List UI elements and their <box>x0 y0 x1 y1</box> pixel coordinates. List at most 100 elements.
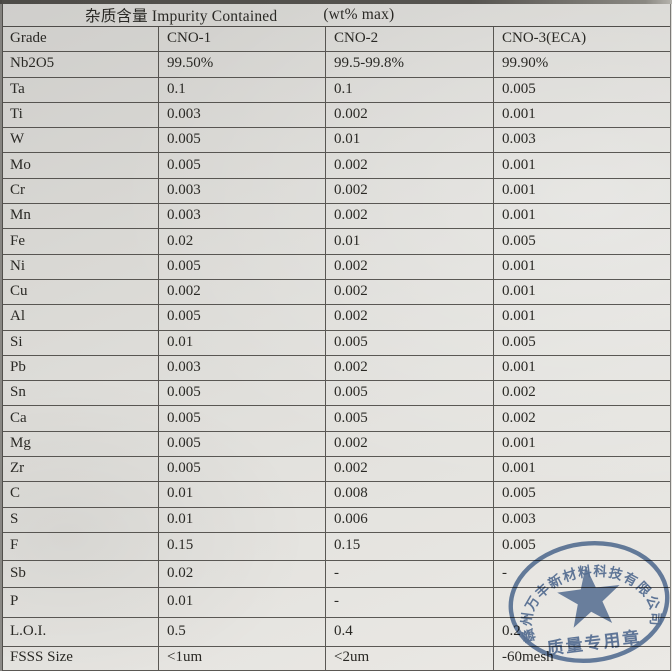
table-row-cell: 0.003 <box>494 128 670 154</box>
table-row-cell: Zr <box>3 457 159 483</box>
table-row-cell: 0.002 <box>326 178 494 205</box>
table-row-cell: 0.15 <box>326 532 494 561</box>
header-cell: Grade <box>3 27 159 53</box>
table-row-cell: Ni <box>3 254 159 280</box>
table-row-cell: 0.001 <box>494 305 670 331</box>
table-row-cell: 0.005 <box>159 305 326 331</box>
table-unit-label: (wt% max) <box>323 6 395 23</box>
table-row-cell: 0.005 <box>494 229 670 255</box>
table-row-cell: 0.002 <box>494 406 670 432</box>
table-row-cell: Cu <box>3 279 159 306</box>
table-row-cell: 0.002 <box>326 355 494 382</box>
table-row-cell: <1um <box>159 646 326 671</box>
table-row-cell: 0.002 <box>159 279 326 306</box>
table-row-cell: - <box>326 587 494 618</box>
table-row-cell: Ti <box>3 102 159 129</box>
table-row-cell: 0.003 <box>159 102 326 129</box>
table-row-cell: Si <box>3 330 159 356</box>
table-row-cell: Ca <box>3 406 159 432</box>
impurity-table: 杂质含量 Impurity Contained (wt% max) Grade C… <box>2 4 671 671</box>
table-row-cell: 99.5-99.8% <box>326 52 494 78</box>
table-row-cell: 0.002 <box>326 457 494 483</box>
table-row-cell: 0.003 <box>159 355 326 382</box>
table-row-cell: Sb <box>3 560 159 588</box>
table-row-cell: Ta <box>3 77 159 103</box>
table-row-cell: 0.008 <box>326 482 494 508</box>
table-row-cell: 0.002 <box>326 279 494 306</box>
table-row-cell: 0.002 <box>494 381 670 407</box>
table-row-cell: L.O.I. <box>3 617 159 647</box>
table-title-row: 杂质含量 Impurity Contained (wt% max) <box>3 4 670 27</box>
table-row-cell: 0.005 <box>159 431 326 458</box>
table-row-cell: 0.4 <box>326 617 494 647</box>
header-cell: CNO-3(ECA) <box>494 27 670 53</box>
table-row-cell: 0.003 <box>159 178 326 205</box>
header-cell: CNO-2 <box>326 27 494 53</box>
header-cell: CNO-1 <box>159 27 326 53</box>
table-row-cell: 0.1 <box>326 77 494 103</box>
table-row-cell: Al <box>3 305 159 331</box>
table-row-cell: 0.005 <box>494 78 670 103</box>
table-row-cell: Pb <box>3 355 159 382</box>
table-row-cell: 0.002 <box>326 305 494 331</box>
table-row-cell: 0.006 <box>326 507 494 533</box>
table-row-cell: 99.90% <box>494 52 670 78</box>
table-row-cell: Sn <box>3 381 159 407</box>
table-row-cell: 0.005 <box>494 482 670 508</box>
table-row-cell: 0.002 <box>326 204 494 230</box>
scan-edge-top <box>0 0 672 4</box>
table-row-cell: C <box>3 482 159 508</box>
table-row-cell: Mn <box>3 204 159 230</box>
table-row-cell: 0.001 <box>494 179 670 205</box>
table-row-cell: 0.002 <box>326 254 494 280</box>
table-row-cell: 0.002 <box>326 102 494 129</box>
table-row-cell: 0.5 <box>159 617 326 647</box>
table-row-cell: 0.001 <box>494 204 670 230</box>
table-row-cell: 0.005 <box>159 128 326 154</box>
table-row-cell: 0.01 <box>159 507 326 533</box>
table-row-cell: <2um <box>326 646 494 671</box>
table-row-cell: Mo <box>3 153 159 179</box>
table-row-cell: 0.001 <box>494 432 670 458</box>
table-row-cell: 0.002 <box>326 431 494 458</box>
table-row-cell: 0.1 <box>159 77 326 103</box>
table-row-cell: 0.005 <box>326 381 494 407</box>
table-row-cell: 0.003 <box>494 508 670 533</box>
table-row-cell: - <box>326 560 494 588</box>
table-row-cell: -60mesh <box>494 647 670 671</box>
table-row-cell: 0.01 <box>159 330 326 356</box>
table-row-cell: 0.02 <box>159 560 326 588</box>
table-title: 杂质含量 Impurity Contained <box>85 8 278 25</box>
table-row-cell: 0.001 <box>494 153 670 179</box>
table-row-cell <box>494 588 670 618</box>
table-row-cell: 0.003 <box>159 204 326 230</box>
table-row-cell: 0.001 <box>494 255 670 280</box>
table-row-cell: 0.005 <box>326 330 494 356</box>
table-row-cell: 0.001 <box>494 103 670 129</box>
table-row-cell: 0.001 <box>494 356 670 382</box>
table-row-cell: 0.002 <box>326 153 494 179</box>
table-row-cell: 0.005 <box>159 406 326 432</box>
table-row-cell: Mg <box>3 431 159 458</box>
scan-edge-left <box>0 0 2 671</box>
table-row-cell: 0.01 <box>159 587 326 618</box>
table-row-cell: W <box>3 128 159 154</box>
table-row-cell: F <box>3 532 159 561</box>
table-row-cell: 0.005 <box>159 254 326 280</box>
table-row-cell: Fe <box>3 229 159 255</box>
table-row-cell: 0.005 <box>159 457 326 483</box>
table-row-cell: 99.50% <box>159 52 326 78</box>
table-row-cell: 0.005 <box>159 381 326 407</box>
table-row-cell: 0.001 <box>494 457 670 483</box>
table-row-cell: S <box>3 507 159 533</box>
table-row-cell: Cr <box>3 178 159 205</box>
table-row-cell: 0.01 <box>326 229 494 255</box>
table-row-cell: 0.005 <box>159 153 326 179</box>
table-row-cell: Nb2O5 <box>3 52 159 78</box>
table-row-cell: 0.01 <box>159 482 326 508</box>
table-row-cell: 0.005 <box>326 406 494 432</box>
table-row-cell: 0.15 <box>159 532 326 561</box>
table-row-cell: 0.01 <box>326 128 494 154</box>
table-row-cell: 0.001 <box>494 280 670 306</box>
